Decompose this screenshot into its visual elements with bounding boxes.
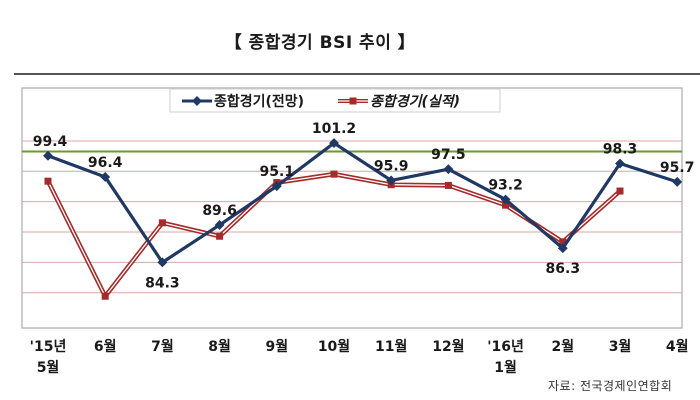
- forecast-point: [214, 219, 225, 230]
- forecast-point: [672, 176, 683, 187]
- data-label: 93.2: [488, 178, 523, 194]
- forecast-point: [43, 150, 53, 161]
- x-tick-label: 11월: [375, 338, 407, 355]
- series-forecast: [43, 138, 683, 268]
- actual-line-outer: [45, 171, 622, 299]
- source-note: 자료: 전국경제인연합회: [548, 379, 673, 393]
- x-tick-label: 4월: [666, 338, 689, 355]
- forecast-point: [329, 138, 339, 149]
- x-tick-label: 7월: [151, 338, 174, 355]
- x-tick-label: 8월: [208, 338, 231, 355]
- data-label: 98.3: [603, 142, 638, 158]
- x-tick-label: 6월: [94, 338, 117, 355]
- data-label: 99.4: [33, 134, 68, 150]
- actual-point: [44, 177, 52, 185]
- data-label: 86.3: [546, 261, 581, 277]
- forecast-line: [47, 141, 678, 264]
- forecast-point: [271, 181, 282, 192]
- x-tick-label: 12월: [432, 338, 464, 355]
- forecast-point: [386, 175, 397, 186]
- actual-point: [444, 181, 452, 189]
- legend-forecast-marker: [192, 96, 202, 106]
- x-tick-label: 10월: [318, 338, 350, 355]
- actual-point: [330, 170, 338, 178]
- data-label: 84.3: [145, 275, 180, 291]
- chart-title: 【 종합경기 BSI 추이 】: [224, 33, 416, 53]
- actual-point: [616, 187, 624, 195]
- actual-line-inner: [47, 173, 621, 297]
- data-label: 95.7: [660, 160, 695, 176]
- forecast-point: [500, 194, 511, 205]
- actual-point: [101, 292, 109, 300]
- data-label: 89.6: [202, 203, 237, 219]
- series-actual: [44, 170, 624, 300]
- actual-point: [559, 238, 567, 246]
- data-label: 97.5: [431, 147, 466, 163]
- actual-point: [158, 219, 166, 227]
- x-tick-label: 5월: [37, 359, 60, 376]
- plot-frame: [21, 87, 683, 329]
- data-label: 101.2: [312, 121, 356, 137]
- forecast-point: [557, 243, 568, 254]
- x-tick-label: 1월: [494, 359, 517, 376]
- data-label: 95.1: [260, 164, 295, 180]
- x-tick-labels: '15년 5월 6월 7월 8월 9월 10월 11월 12월 '16년 1월 2월 3월 4월: [30, 338, 689, 376]
- forecast-point: [615, 158, 625, 169]
- value-labels: 99.4 96.4 84.3 89.6 95.1 101.2 95.9 97.5 93.2 86.…: [33, 121, 695, 291]
- forecast-point: [100, 171, 111, 182]
- legend-actual-marker: [349, 97, 357, 105]
- legend-forecast-label: 종합경기(전망): [214, 93, 304, 110]
- x-tick-label: 3월: [609, 338, 632, 355]
- forecast-point: [443, 164, 454, 175]
- forecast-point: [157, 257, 168, 268]
- x-tick-label: 9월: [265, 338, 288, 355]
- x-tick-label: 2월: [551, 338, 574, 355]
- actual-point: [502, 201, 510, 209]
- data-label: 95.9: [374, 158, 409, 174]
- title-divider: [14, 73, 700, 75]
- legend: 종합경기(전망) 종합경기(실적): [169, 88, 501, 113]
- legend-actual-label: 종합경기(실적): [370, 94, 460, 110]
- data-label: 96.4: [88, 155, 123, 171]
- x-tick-label: '16년: [487, 339, 524, 355]
- legend-box: [169, 88, 501, 113]
- actual-point: [216, 232, 224, 240]
- x-tick-label: '15년: [30, 339, 67, 355]
